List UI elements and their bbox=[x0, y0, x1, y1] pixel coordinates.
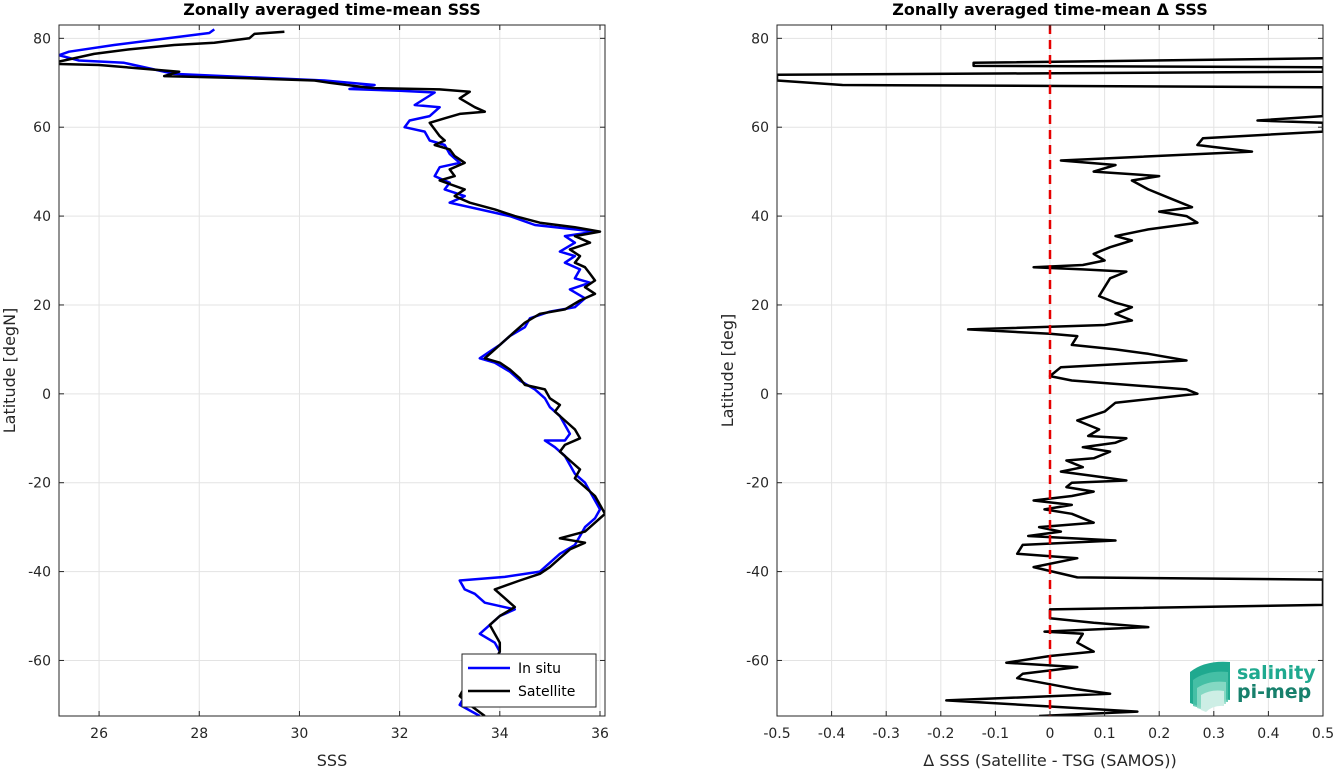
wave-stack-icon bbox=[1190, 661, 1230, 712]
y-tick-label: -40 bbox=[746, 565, 769, 581]
y-tick-label: 60 bbox=[33, 120, 51, 136]
y-tick-label: 40 bbox=[33, 209, 51, 225]
y-tick-label: 40 bbox=[751, 209, 769, 225]
grid bbox=[59, 25, 605, 716]
legend-label-satellite: Satellite bbox=[518, 684, 575, 700]
series-lines bbox=[59, 28, 605, 716]
x-axis-label: SSS bbox=[317, 751, 347, 769]
y-axis-label: Latitude [deg] bbox=[718, 314, 737, 428]
y-tick-label: 80 bbox=[33, 31, 51, 47]
tick-labels: -0.5 -0.4 -0.3 -0.2 -0.1 0 0.1 0.2 0.3 0.4 0.5 -60 -… bbox=[746, 25, 1334, 742]
y-tick-label: 0 bbox=[760, 387, 769, 403]
series-line-in-situ bbox=[59, 28, 602, 716]
x-tick-label: -0.5 bbox=[763, 726, 790, 742]
legend: In situ Satellite bbox=[461, 653, 597, 708]
x-tick-label: 32 bbox=[391, 726, 409, 742]
x-tick-label: 0.5 bbox=[1312, 726, 1334, 742]
y-tick-label: -40 bbox=[28, 565, 51, 581]
logo-text-line1: salinity bbox=[1237, 662, 1316, 684]
chart-title: Zonally averaged time-mean SSS bbox=[183, 0, 481, 19]
x-tick-label: -0.4 bbox=[818, 726, 845, 742]
x-tick-label: 36 bbox=[591, 726, 609, 742]
y-axis-label: Latitude [degN] bbox=[0, 308, 19, 434]
axes-box bbox=[58, 24, 606, 717]
x-tick-label: 28 bbox=[190, 726, 208, 742]
x-tick-label: 26 bbox=[90, 726, 108, 742]
series-line-delta-sss bbox=[777, 57, 1323, 716]
plot-area bbox=[59, 25, 605, 716]
delta-sss-panel: -0.5 -0.4 -0.3 -0.2 -0.1 0 0.1 0.2 0.3 0.4 0.5 -60 -… bbox=[718, 0, 1334, 769]
x-tick-label: 30 bbox=[291, 726, 309, 742]
x-tick-label: -0.3 bbox=[873, 726, 900, 742]
x-tick-label: 0.2 bbox=[1148, 726, 1170, 742]
legend-label-in-situ: In situ bbox=[518, 661, 561, 677]
tick-labels: 26 28 30 32 34 36 -60 -40 -20 0 20 40 60 80 bbox=[28, 25, 609, 742]
y-tick-label: 60 bbox=[751, 120, 769, 136]
x-tick-label: -0.1 bbox=[982, 726, 1009, 742]
chart-title: Zonally averaged time-mean Δ SSS bbox=[892, 0, 1208, 19]
series-line-satellite bbox=[59, 30, 605, 716]
x-tick-label: 0 bbox=[1046, 726, 1055, 742]
y-tick-label: -20 bbox=[746, 476, 769, 492]
x-tick-label: 0.1 bbox=[1093, 726, 1115, 742]
x-tick-label: 0.3 bbox=[1203, 726, 1225, 742]
salinity-pi-mep-logo: salinity pi-mep bbox=[1190, 661, 1316, 712]
y-tick-label: -60 bbox=[28, 653, 51, 669]
y-tick-label: 20 bbox=[751, 298, 769, 314]
x-tick-label: 34 bbox=[491, 726, 509, 742]
y-tick-label: -60 bbox=[746, 653, 769, 669]
y-tick-label: 0 bbox=[42, 387, 51, 403]
series-lines bbox=[777, 57, 1323, 716]
x-axis-label: Δ SSS (Satellite - TSG (SAMOS)) bbox=[923, 751, 1176, 769]
x-tick-label: 0.4 bbox=[1257, 726, 1279, 742]
legend-box bbox=[461, 653, 597, 708]
y-tick-label: -20 bbox=[28, 476, 51, 492]
sss-panel: 26 28 30 32 34 36 -60 -40 -20 0 20 40 60 80 Zonally a… bbox=[0, 0, 609, 769]
y-tick-label: 20 bbox=[33, 298, 51, 314]
logo-text-line2: pi-mep bbox=[1237, 681, 1311, 703]
x-tick-label: -0.2 bbox=[927, 726, 954, 742]
y-tick-label: 80 bbox=[751, 31, 769, 47]
